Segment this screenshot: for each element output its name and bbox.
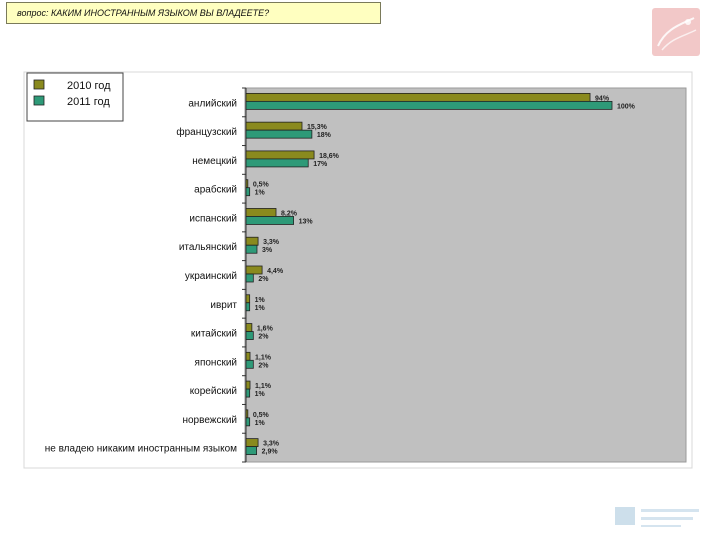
bar-2010 [245,121,303,131]
data-label: 2% [258,362,269,369]
bar-2010 [245,438,259,448]
bar-2010 [245,380,251,390]
bar-2010 [245,208,277,217]
bar-2011 [245,244,258,254]
watermark-logo-icon [615,505,705,531]
bar-2010 [245,179,249,189]
data-label: 1% [255,190,266,197]
category-label: французский [176,126,237,138]
bar-2011 [245,359,254,369]
bar-2011 [245,187,251,197]
data-label: 0,5% [253,182,270,189]
data-label: 17% [313,161,328,168]
data-label: 1,1% [255,354,272,361]
logo-badge-icon [652,8,700,56]
category-label: немецкий [192,156,237,167]
data-label: 3,3% [263,239,280,246]
data-label: 94% [595,95,610,102]
bar-2011 [245,273,254,283]
category-label: корейский [190,386,237,397]
bar-2010 [245,92,591,102]
data-label: 1% [255,305,266,312]
legend-label: 2010 год [67,80,111,92]
data-label: 18% [317,132,332,139]
category-label: японский [195,357,237,368]
bar-2011 [245,417,251,427]
bar-2011 [245,158,309,168]
data-label: 1% [255,420,266,427]
data-label: 1% [255,391,266,398]
data-label: 100% [617,103,636,110]
question-text: вопрос: КАКИМ ИНОСТРАННЫМ ЯЗЫКОМ ВЫ ВЛАД… [17,8,270,18]
bar-2010 [245,409,249,419]
category-label: иврит [210,300,237,311]
data-label: 1,6% [257,326,274,333]
bar-2010 [245,323,253,332]
data-label: 13% [299,218,314,225]
question-box: вопрос: КАКИМ ИНОСТРАННЫМ ЯЗЫКОМ ВЫ ВЛАД… [6,2,381,24]
category-label: испанский [189,213,237,224]
bar-2011 [245,216,294,225]
data-label: 1,1% [255,383,272,390]
data-label: 2% [258,334,269,341]
bar-2011 [245,331,254,340]
category-label: китайский [191,329,237,340]
category-label: арабский [194,184,237,196]
data-label: 3,3% [263,441,280,448]
bar-2011 [245,388,251,398]
bar-2010 [245,236,259,246]
data-label: 1% [255,297,266,304]
category-label: анлийский [188,98,237,109]
data-label: 2,9% [262,449,279,456]
bar-2011 [245,302,251,312]
bar-2011 [245,129,313,139]
legend-label: 2011 год [67,96,110,108]
bar-2011 [245,446,258,456]
category-label: итальянский [179,242,237,253]
category-label: не владею никаким иностранным языком [45,444,237,455]
category-label: украинский [185,271,237,282]
data-label: 3% [262,247,273,254]
data-label: 0,5% [253,412,270,419]
plot-area [244,87,687,463]
legend-swatch-2011 [33,95,45,106]
data-label: 18,6% [319,153,340,160]
bar-2010 [245,265,263,275]
bar-2010 [245,294,251,304]
data-label: 2% [258,276,269,283]
data-label: 4,4% [267,268,284,275]
data-label: 15,3% [307,124,328,131]
category-label: норвежский [182,415,237,426]
bar-2011 [245,100,613,110]
logo-swirl-icon [657,17,697,51]
bar-2010 [245,150,315,160]
legend-swatch-2010 [33,79,45,90]
bar-2010 [245,351,251,361]
data-label: 8,2% [281,210,298,217]
